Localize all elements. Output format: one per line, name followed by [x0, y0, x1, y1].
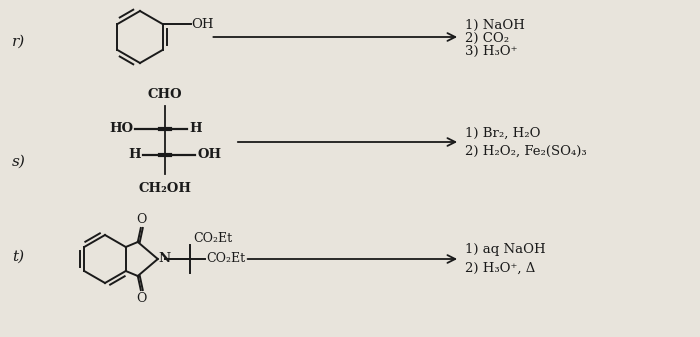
Text: CH₂OH: CH₂OH — [139, 182, 192, 195]
Text: 2) CO₂: 2) CO₂ — [465, 31, 509, 44]
Text: O: O — [136, 292, 147, 305]
Text: 2) H₃O⁺, Δ: 2) H₃O⁺, Δ — [465, 262, 536, 275]
Text: r): r) — [12, 35, 25, 49]
Text: s): s) — [12, 155, 26, 169]
Text: 2) H₂O₂, Fe₂(SO₄)₃: 2) H₂O₂, Fe₂(SO₄)₃ — [465, 145, 587, 157]
Text: H: H — [189, 123, 202, 135]
Text: CO₂Et: CO₂Et — [206, 252, 245, 266]
Text: CO₂Et: CO₂Et — [193, 232, 232, 245]
Text: HO: HO — [109, 123, 133, 135]
Text: OH: OH — [192, 18, 214, 31]
Text: OH: OH — [197, 149, 221, 161]
Text: O: O — [136, 213, 147, 226]
Text: t): t) — [12, 250, 24, 264]
Text: 1) NaOH: 1) NaOH — [465, 19, 525, 31]
Text: H: H — [128, 149, 141, 161]
Text: 3) H₃O⁺: 3) H₃O⁺ — [465, 44, 517, 58]
Text: 1) Br₂, H₂O: 1) Br₂, H₂O — [465, 126, 540, 140]
Text: N: N — [159, 252, 171, 266]
Text: CHO: CHO — [148, 88, 182, 101]
Text: 1) aq NaOH: 1) aq NaOH — [465, 244, 545, 256]
